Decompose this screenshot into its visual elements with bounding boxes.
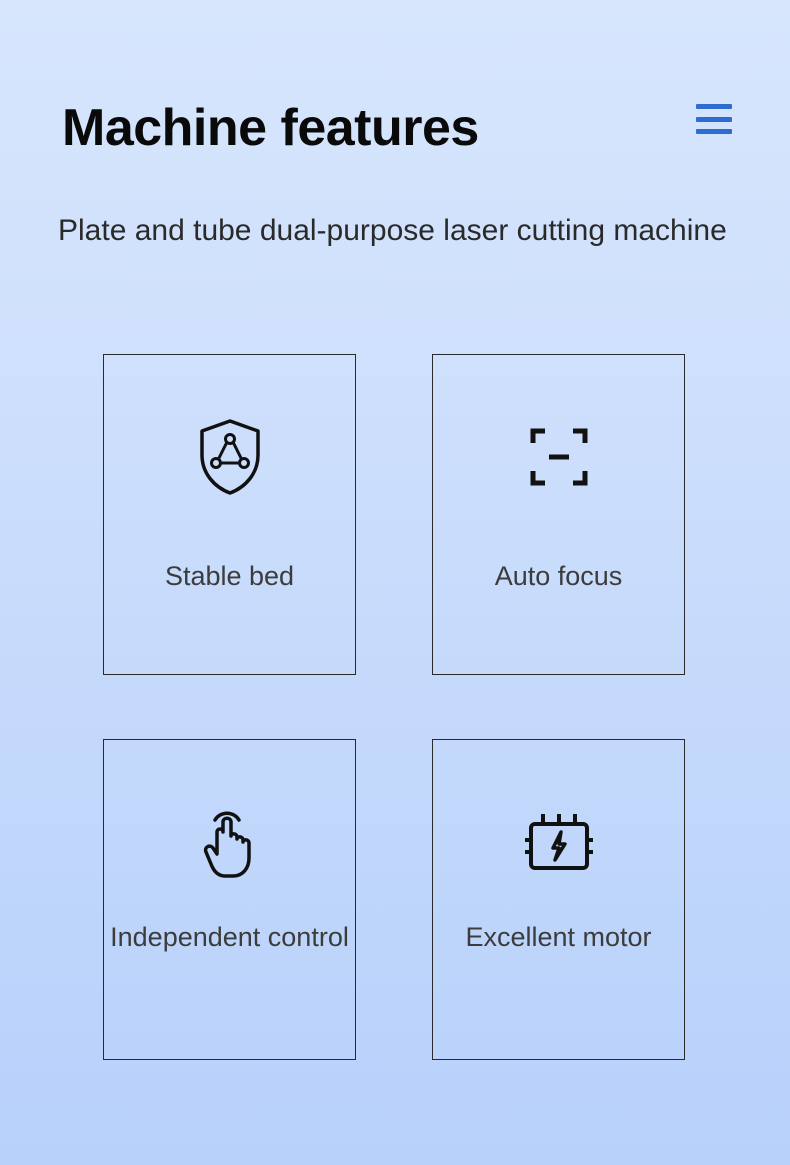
feature-card-excellent-motor: Excellent motor — [432, 739, 685, 1060]
menu-button[interactable] — [696, 104, 732, 134]
feature-label: Stable bed — [165, 561, 294, 592]
feature-label: Independent control — [110, 922, 349, 953]
features-grid: Stable bed Auto focus Independent contro… — [103, 354, 685, 1060]
feature-card-stable-bed: Stable bed — [103, 354, 356, 675]
feature-card-independent-control: Independent control — [103, 739, 356, 1060]
page-subtitle: Plate and tube dual-purpose laser cuttin… — [58, 214, 727, 248]
feature-label: Excellent motor — [465, 922, 651, 953]
focus-brackets-icon — [519, 417, 599, 497]
feature-card-auto-focus: Auto focus — [432, 354, 685, 675]
feature-label: Auto focus — [495, 561, 623, 592]
hamburger-bar — [696, 129, 732, 134]
motor-chip-icon — [519, 802, 599, 882]
touch-hand-icon — [190, 802, 270, 882]
hamburger-bar — [696, 104, 732, 109]
page-title: Machine features — [62, 98, 479, 158]
shield-network-icon — [190, 417, 270, 497]
hamburger-bar — [696, 117, 732, 122]
